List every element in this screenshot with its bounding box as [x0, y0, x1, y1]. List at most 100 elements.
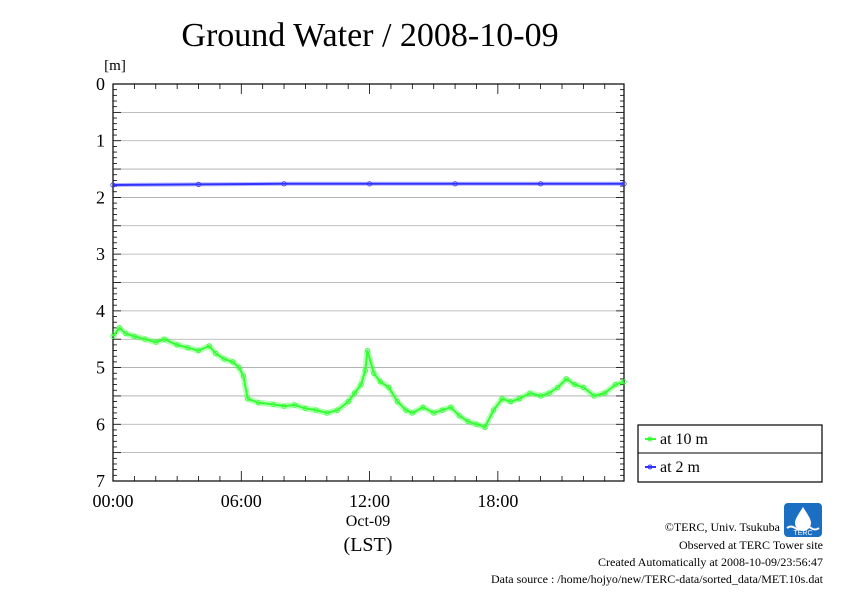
copyright-text: ©TERC, Univ. Tsukuba: [665, 520, 781, 534]
data-point: [580, 384, 586, 391]
data-point: [345, 398, 351, 405]
data-point: [563, 376, 569, 382]
data-point: [281, 403, 287, 409]
x-axis-label: (LST): [344, 534, 393, 556]
data-point: [612, 381, 619, 388]
terc-logo: TERC: [784, 503, 822, 537]
data-point: [195, 347, 202, 354]
data-point: [362, 367, 368, 374]
y-tick-label: 3: [96, 244, 105, 264]
y-tick-label: 1: [96, 131, 105, 151]
data-point: [602, 390, 608, 396]
data-point: [456, 413, 462, 419]
y-tick-label: 0: [96, 74, 105, 94]
y-axis-unit-label: [m]: [104, 58, 126, 74]
y-tick-label: 5: [96, 358, 105, 378]
data-point: [473, 421, 480, 427]
data-point: [377, 379, 383, 385]
x-tick-label: 18:00: [477, 491, 518, 511]
data-point: [452, 181, 458, 187]
data-source-text: Data source : /home/hojyo/new/TERC-data/…: [491, 572, 824, 586]
plot-area: [110, 83, 627, 482]
x-tick-label: 00:00: [92, 491, 133, 511]
data-point: [572, 381, 578, 388]
y-tick-labels: 0 1 2 3 4 5 6 7: [96, 74, 105, 491]
data-point: [116, 325, 123, 331]
data-point: [482, 424, 488, 430]
created-text: Created Automatically at 2008-10-09/23:5…: [598, 555, 823, 569]
data-point: [185, 345, 191, 351]
data-point: [334, 407, 341, 413]
legend: at 10 m at 2 m: [637, 424, 823, 483]
data-point: [302, 405, 309, 412]
data-point: [123, 330, 129, 337]
data-point: [221, 356, 227, 362]
data-point: [366, 181, 373, 187]
x-tick-label: 12:00: [349, 491, 390, 511]
data-point: [431, 410, 437, 416]
series-line: [112, 326, 625, 429]
data-point: [516, 396, 522, 402]
data-point: [110, 182, 116, 188]
date-label: Oct-09: [346, 513, 390, 530]
series-layer: [110, 181, 627, 431]
data-point: [538, 181, 544, 187]
data-point: [131, 333, 137, 339]
legend-label: at 10 m: [660, 431, 709, 448]
series-line: [112, 182, 624, 186]
data-point: [490, 407, 497, 413]
data-point: [448, 404, 454, 410]
data-point: [420, 404, 426, 410]
legend-label: at 2 m: [660, 459, 701, 476]
data-point: [292, 402, 298, 408]
data-point: [195, 181, 202, 187]
data-point: [621, 181, 627, 187]
data-point: [110, 333, 116, 339]
y-minor-ticks: [113, 89, 624, 476]
data-point: [508, 398, 514, 405]
y-tick-label: 4: [96, 301, 105, 321]
logo-text: TERC: [793, 530, 812, 537]
x-tick-label: 06:00: [221, 491, 262, 511]
data-point: [352, 390, 358, 396]
data-point: [465, 418, 471, 425]
data-point: [591, 393, 597, 399]
chart-title: Ground Water / 2008-10-09: [181, 17, 558, 54]
data-point: [538, 393, 544, 399]
observed-text: Observed at TERC Tower site: [679, 538, 823, 552]
data-point: [230, 359, 236, 365]
data-point: [174, 342, 180, 348]
data-point: [324, 410, 330, 416]
y-tick-label: 6: [96, 414, 105, 434]
series-band: [110, 324, 625, 431]
grid-lines: [113, 111, 624, 454]
data-point: [358, 381, 364, 388]
data-point: [499, 396, 505, 402]
data-point: [240, 373, 247, 379]
y-tick-label: 2: [96, 187, 105, 207]
legend-marker: [647, 436, 653, 442]
data-point: [281, 181, 287, 187]
x-minor-ticks: [133, 84, 606, 481]
data-point: [161, 336, 167, 342]
data-point: [409, 410, 415, 416]
data-point: [371, 370, 377, 376]
data-point: [403, 407, 409, 413]
y-tick-label: 7: [96, 471, 105, 491]
data-point: [546, 390, 552, 396]
data-point: [142, 336, 148, 342]
series-1: [110, 181, 627, 188]
data-point: [364, 347, 371, 354]
legend-marker: [647, 464, 653, 470]
data-point: [394, 398, 400, 405]
data-point: [621, 379, 627, 385]
data-point: [270, 401, 276, 408]
data-point: [313, 407, 319, 413]
data-point: [153, 339, 159, 345]
data-point: [439, 407, 445, 413]
data-point: [206, 343, 212, 349]
data-point: [527, 390, 533, 396]
x-tick-labels: 00:00 06:00 12:00 18:00: [92, 491, 518, 511]
data-point: [213, 350, 219, 356]
